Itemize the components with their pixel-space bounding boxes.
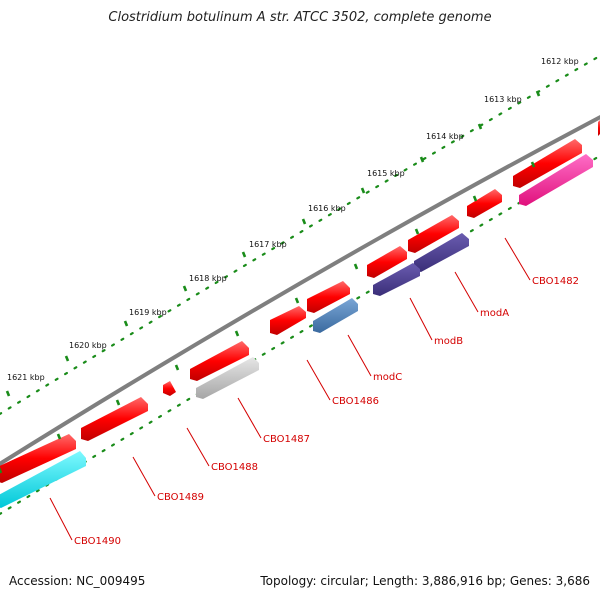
gene-label-CBO1489: CBO1489 bbox=[157, 492, 204, 503]
gene-forward-5 bbox=[367, 246, 407, 278]
scale-major-ticks bbox=[5, 90, 541, 397]
tick-label-1612: 1612 kbp bbox=[541, 57, 579, 66]
scale-track-inner bbox=[0, 154, 600, 516]
tick-label-1619: 1619 kbp bbox=[129, 308, 167, 317]
gene-forward-10 bbox=[81, 397, 148, 441]
tick-label-1617: 1617 kbp bbox=[249, 240, 287, 249]
gene-label-CBO1488: CBO1488 bbox=[211, 462, 258, 473]
tick-label-1618: 1618 kbp bbox=[189, 274, 227, 283]
gene-forward-11 bbox=[0, 434, 76, 483]
gene-label-CBO1486: CBO1486 bbox=[332, 396, 379, 407]
tick-label-1620: 1620 kbp bbox=[69, 341, 107, 350]
gene-forward-9 bbox=[163, 381, 176, 396]
gene-CBO1487-shape bbox=[196, 357, 259, 399]
scale-track-outer bbox=[0, 54, 600, 416]
gene-forward-7 bbox=[270, 306, 306, 335]
map-title: Clostridium botulinum A str. ATCC 3502, … bbox=[108, 10, 492, 25]
gene-forward-3 bbox=[467, 189, 502, 218]
gene-modB-shape bbox=[373, 263, 420, 296]
gene-label-modC: modC bbox=[373, 372, 402, 383]
gene-label-CBO1482: CBO1482 bbox=[532, 276, 579, 287]
topology-text: Topology: circular; Length: 3,886,916 bp… bbox=[260, 574, 590, 588]
gene-modC-shape bbox=[313, 298, 358, 333]
gene-label-modA: modA bbox=[480, 308, 509, 319]
gene-CBO1490-shape bbox=[0, 451, 86, 508]
gene-label-CBO1490: CBO1490 bbox=[74, 536, 121, 547]
gene-CBO1482-shape bbox=[519, 154, 593, 206]
label-leaders bbox=[49, 237, 531, 541]
forward-genes bbox=[0, 120, 600, 483]
tick-label-1616: 1616 kbp bbox=[308, 204, 346, 213]
gene-label-modB: modB bbox=[434, 336, 463, 347]
gene-modA-shape bbox=[414, 233, 469, 272]
tick-label-1621: 1621 kbp bbox=[7, 373, 45, 382]
gene-forward-4 bbox=[408, 215, 459, 253]
scale-minor-ticks-inner bbox=[0, 161, 536, 474]
accession-text: Accession: NC_009495 bbox=[9, 574, 146, 588]
tick-label-1615: 1615 kbp bbox=[367, 169, 405, 178]
tick-label-1614: 1614 kbp bbox=[426, 132, 464, 141]
tick-label-1613: 1613 kbp bbox=[484, 95, 522, 104]
genome-backbone bbox=[0, 115, 600, 467]
gene-forward-8 bbox=[190, 341, 249, 381]
gene-forward-2 bbox=[513, 139, 582, 188]
gene-label-CBO1487: CBO1487 bbox=[263, 434, 310, 445]
reverse-genes bbox=[0, 154, 593, 508]
gene-forward-6 bbox=[307, 281, 350, 313]
